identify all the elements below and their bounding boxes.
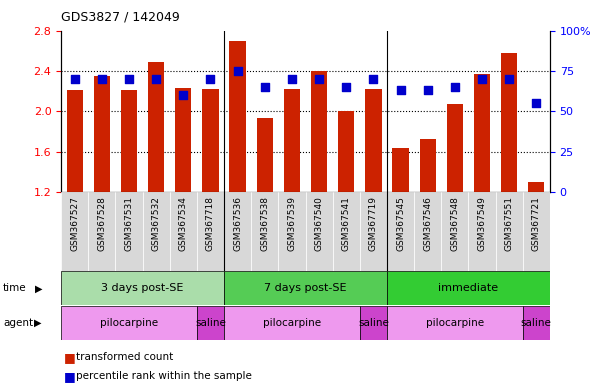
Point <box>532 100 541 106</box>
Bar <box>93 76 110 192</box>
Text: GSM367545: GSM367545 <box>396 196 405 251</box>
Point <box>368 76 378 82</box>
Text: percentile rank within the sample: percentile rank within the sample <box>76 371 252 381</box>
Text: agent: agent <box>3 318 33 328</box>
Point <box>124 76 134 82</box>
Bar <box>197 192 224 271</box>
Text: GSM367536: GSM367536 <box>233 196 242 251</box>
Bar <box>61 192 88 271</box>
Bar <box>387 192 414 271</box>
Text: GSM367719: GSM367719 <box>369 196 378 251</box>
Bar <box>441 192 469 271</box>
Bar <box>67 90 83 192</box>
Text: immediate: immediate <box>438 283 499 293</box>
Bar <box>175 88 191 192</box>
Bar <box>311 71 327 192</box>
Bar <box>387 306 523 340</box>
Point <box>396 87 406 93</box>
Text: transformed count: transformed count <box>76 352 174 362</box>
Bar <box>197 306 224 340</box>
Bar <box>279 192 306 271</box>
Bar <box>88 192 115 271</box>
Bar <box>360 192 387 271</box>
Text: GSM367527: GSM367527 <box>70 196 79 251</box>
Bar <box>523 306 550 340</box>
Text: ■: ■ <box>64 351 76 364</box>
Bar <box>306 192 332 271</box>
Point <box>450 84 459 90</box>
Bar <box>332 192 360 271</box>
Text: time: time <box>3 283 27 293</box>
Point <box>205 76 215 82</box>
Point <box>287 76 297 82</box>
Bar <box>142 192 170 271</box>
Bar <box>474 74 490 192</box>
Bar <box>392 148 409 192</box>
Bar <box>170 192 197 271</box>
Text: GSM367540: GSM367540 <box>315 196 324 251</box>
Bar <box>121 90 137 192</box>
Text: GSM367718: GSM367718 <box>206 196 215 251</box>
Text: GSM367546: GSM367546 <box>423 196 432 251</box>
Bar <box>284 89 300 192</box>
Text: GSM367531: GSM367531 <box>125 196 133 251</box>
Bar <box>365 89 381 192</box>
Text: GSM367528: GSM367528 <box>97 196 106 251</box>
Text: pilocarpine: pilocarpine <box>100 318 158 328</box>
Bar <box>447 104 463 192</box>
Bar <box>115 192 142 271</box>
Bar <box>414 192 441 271</box>
Text: saline: saline <box>521 318 552 328</box>
Text: GSM367548: GSM367548 <box>450 196 459 251</box>
Bar <box>202 89 219 192</box>
Bar <box>148 62 164 192</box>
Point <box>152 76 161 82</box>
Point <box>233 68 243 74</box>
Text: pilocarpine: pilocarpine <box>263 318 321 328</box>
Text: GSM367539: GSM367539 <box>287 196 296 251</box>
Point <box>97 76 107 82</box>
Point <box>342 84 351 90</box>
Text: 3 days post-SE: 3 days post-SE <box>101 283 184 293</box>
Text: GSM367549: GSM367549 <box>478 196 486 251</box>
Bar <box>469 192 496 271</box>
Text: pilocarpine: pilocarpine <box>426 318 484 328</box>
Point <box>423 87 433 93</box>
Text: GDS3827 / 142049: GDS3827 / 142049 <box>61 10 180 23</box>
Point <box>504 76 514 82</box>
Bar <box>251 192 279 271</box>
Text: GSM367551: GSM367551 <box>505 196 514 251</box>
Text: GSM367532: GSM367532 <box>152 196 161 251</box>
Bar <box>224 192 251 271</box>
Bar <box>230 41 246 192</box>
Bar <box>338 111 354 192</box>
Bar <box>523 192 550 271</box>
Bar <box>224 306 360 340</box>
Text: saline: saline <box>358 318 389 328</box>
Text: GSM367538: GSM367538 <box>260 196 269 251</box>
Bar <box>387 271 550 305</box>
Bar <box>224 271 387 305</box>
Bar <box>528 182 544 192</box>
Bar <box>61 306 197 340</box>
Bar <box>496 192 523 271</box>
Point <box>178 92 188 98</box>
Text: GSM367541: GSM367541 <box>342 196 351 251</box>
Point <box>477 76 487 82</box>
Point <box>70 76 79 82</box>
Text: GSM367721: GSM367721 <box>532 196 541 251</box>
Bar <box>501 53 518 192</box>
Bar <box>420 139 436 192</box>
Text: ▶: ▶ <box>34 318 41 328</box>
Text: GSM367534: GSM367534 <box>179 196 188 251</box>
Bar <box>61 271 224 305</box>
Text: ▶: ▶ <box>35 283 43 293</box>
Text: saline: saline <box>195 318 226 328</box>
Bar <box>257 118 273 192</box>
Point <box>260 84 269 90</box>
Text: 7 days post-SE: 7 days post-SE <box>264 283 347 293</box>
Point <box>314 76 324 82</box>
Text: ■: ■ <box>64 370 76 383</box>
Bar <box>360 306 387 340</box>
